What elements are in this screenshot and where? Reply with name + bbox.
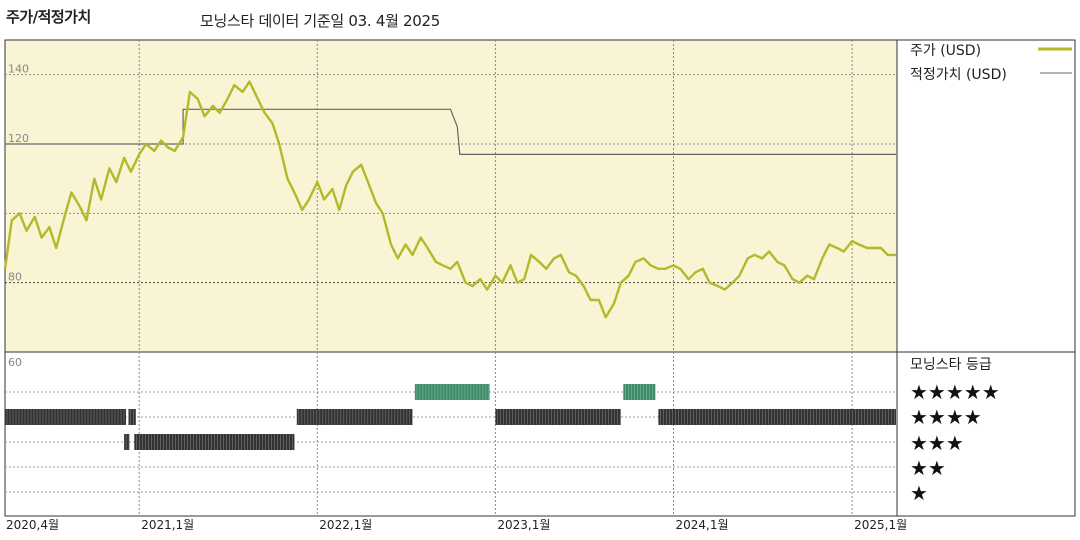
legend-label-fair-value: 적정가치 (USD) <box>910 67 1007 83</box>
x-tick-label-4: 2024,1월 <box>676 518 729 532</box>
rating-segment-4star-6 <box>495 409 621 425</box>
rating-segment-5star-5 <box>414 384 490 400</box>
rating-segment-5star-7 <box>623 384 656 400</box>
y-tick-label-60: 60 <box>8 356 22 369</box>
x-tick-label-5: 2025,1월 <box>854 518 907 532</box>
x-tick-label-0: 2020,4월 <box>6 518 59 532</box>
rating-legend: 모닝스타 등급 ★★★★★ ★★★★ ★★★ ★★ ★ <box>910 357 1000 505</box>
x-tick-label-2: 2022,1월 <box>319 518 372 532</box>
rating-segment-3star-3 <box>134 434 295 450</box>
rating-layer <box>5 384 896 450</box>
rating-level-3: ★★★ <box>910 431 964 455</box>
y-axis: 60 80 120 140 <box>8 63 29 369</box>
rating-segment-4star-1 <box>128 409 136 425</box>
rating-segment-4star-4 <box>296 409 413 425</box>
x-tick-label-3: 2023,1월 <box>497 518 550 532</box>
data-date-label: 모닝스타 데이터 기준일 03. 4월 2025 <box>200 12 441 30</box>
legend-label-price: 주가 (USD) <box>910 43 981 59</box>
fair-value-line <box>5 108 896 155</box>
rating-level-2: ★★ <box>910 456 946 480</box>
price-line <box>3 80 896 319</box>
legend: 주가 (USD) 적정가치 (USD) <box>910 43 1072 83</box>
rating-level-4: ★★★★ <box>910 405 982 429</box>
price-layer <box>3 80 896 319</box>
price-panel-bg <box>5 40 897 352</box>
rating-segment-4star-8 <box>658 409 896 425</box>
rating-segment-4star-0 <box>5 409 126 425</box>
y-tick-label-120: 120 <box>8 132 29 145</box>
rating-segment-3star-2 <box>124 434 130 450</box>
y-tick-label-80: 80 <box>8 271 22 284</box>
rating-panel-title: 모닝스타 등급 <box>910 357 992 373</box>
fair-value-layer <box>5 108 896 155</box>
chart-frame <box>4 39 1076 517</box>
rating-level-1: ★ <box>910 481 928 505</box>
x-tick-label-1: 2021,1월 <box>141 518 194 532</box>
rating-level-5: ★★★★★ <box>910 380 1000 404</box>
y-tick-label-140: 140 <box>8 63 29 76</box>
x-axis: 2020,4월 2021,1월 2022,1월 2023,1월 2024,1월 2025,… <box>6 518 907 532</box>
chart-title: 주가/적정가치 <box>6 8 91 26</box>
